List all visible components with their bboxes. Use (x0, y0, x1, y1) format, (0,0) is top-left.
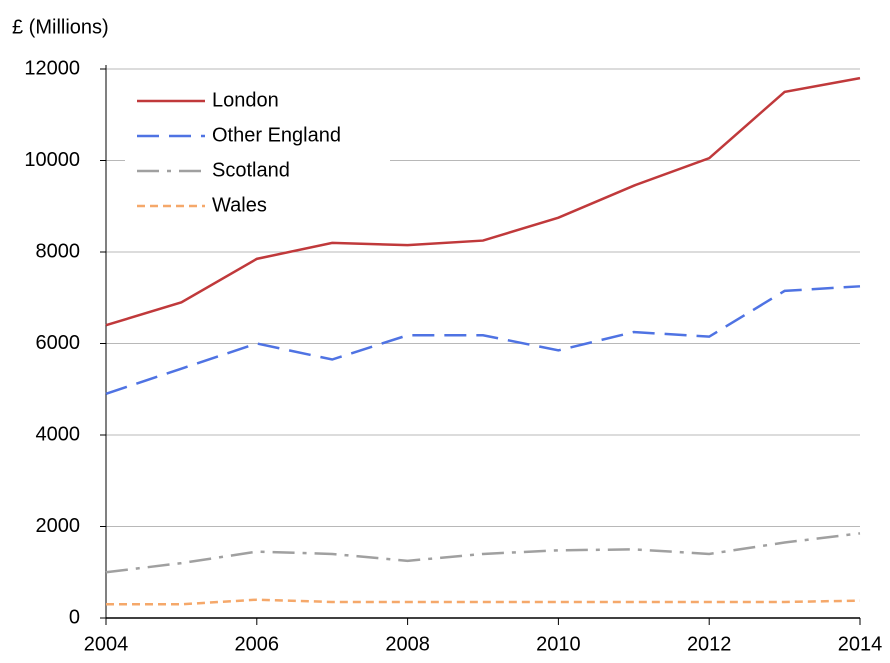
x-tick-label: 2004 (84, 633, 129, 655)
y-tick-label: 8000 (36, 240, 81, 262)
x-tick-label: 2006 (235, 633, 280, 655)
legend-box (125, 85, 390, 223)
x-tick-label: 2012 (687, 633, 732, 655)
data-line (105, 76, 861, 327)
y-tick-label: 10000 (24, 149, 80, 171)
data-line (106, 598, 861, 606)
y-tick-label: 2000 (36, 515, 81, 537)
y-tick-label: 4000 (36, 423, 81, 445)
x-tick-label: 2010 (536, 633, 581, 655)
legend-label: Scotland (212, 159, 290, 181)
y-axis-label: £ (Millions) (12, 16, 109, 38)
x-tick-label: 2014 (838, 633, 883, 655)
legend-label: London (212, 89, 279, 111)
y-tick-label: 6000 (36, 332, 81, 354)
legend-label: Other England (212, 124, 341, 146)
data-line (105, 285, 861, 396)
data-line (105, 532, 861, 574)
y-tick-label: 12000 (24, 57, 80, 79)
y-tick-label: 0 (69, 606, 80, 628)
x-tick-label: 2008 (385, 633, 430, 655)
legend-label: Wales (212, 194, 267, 216)
